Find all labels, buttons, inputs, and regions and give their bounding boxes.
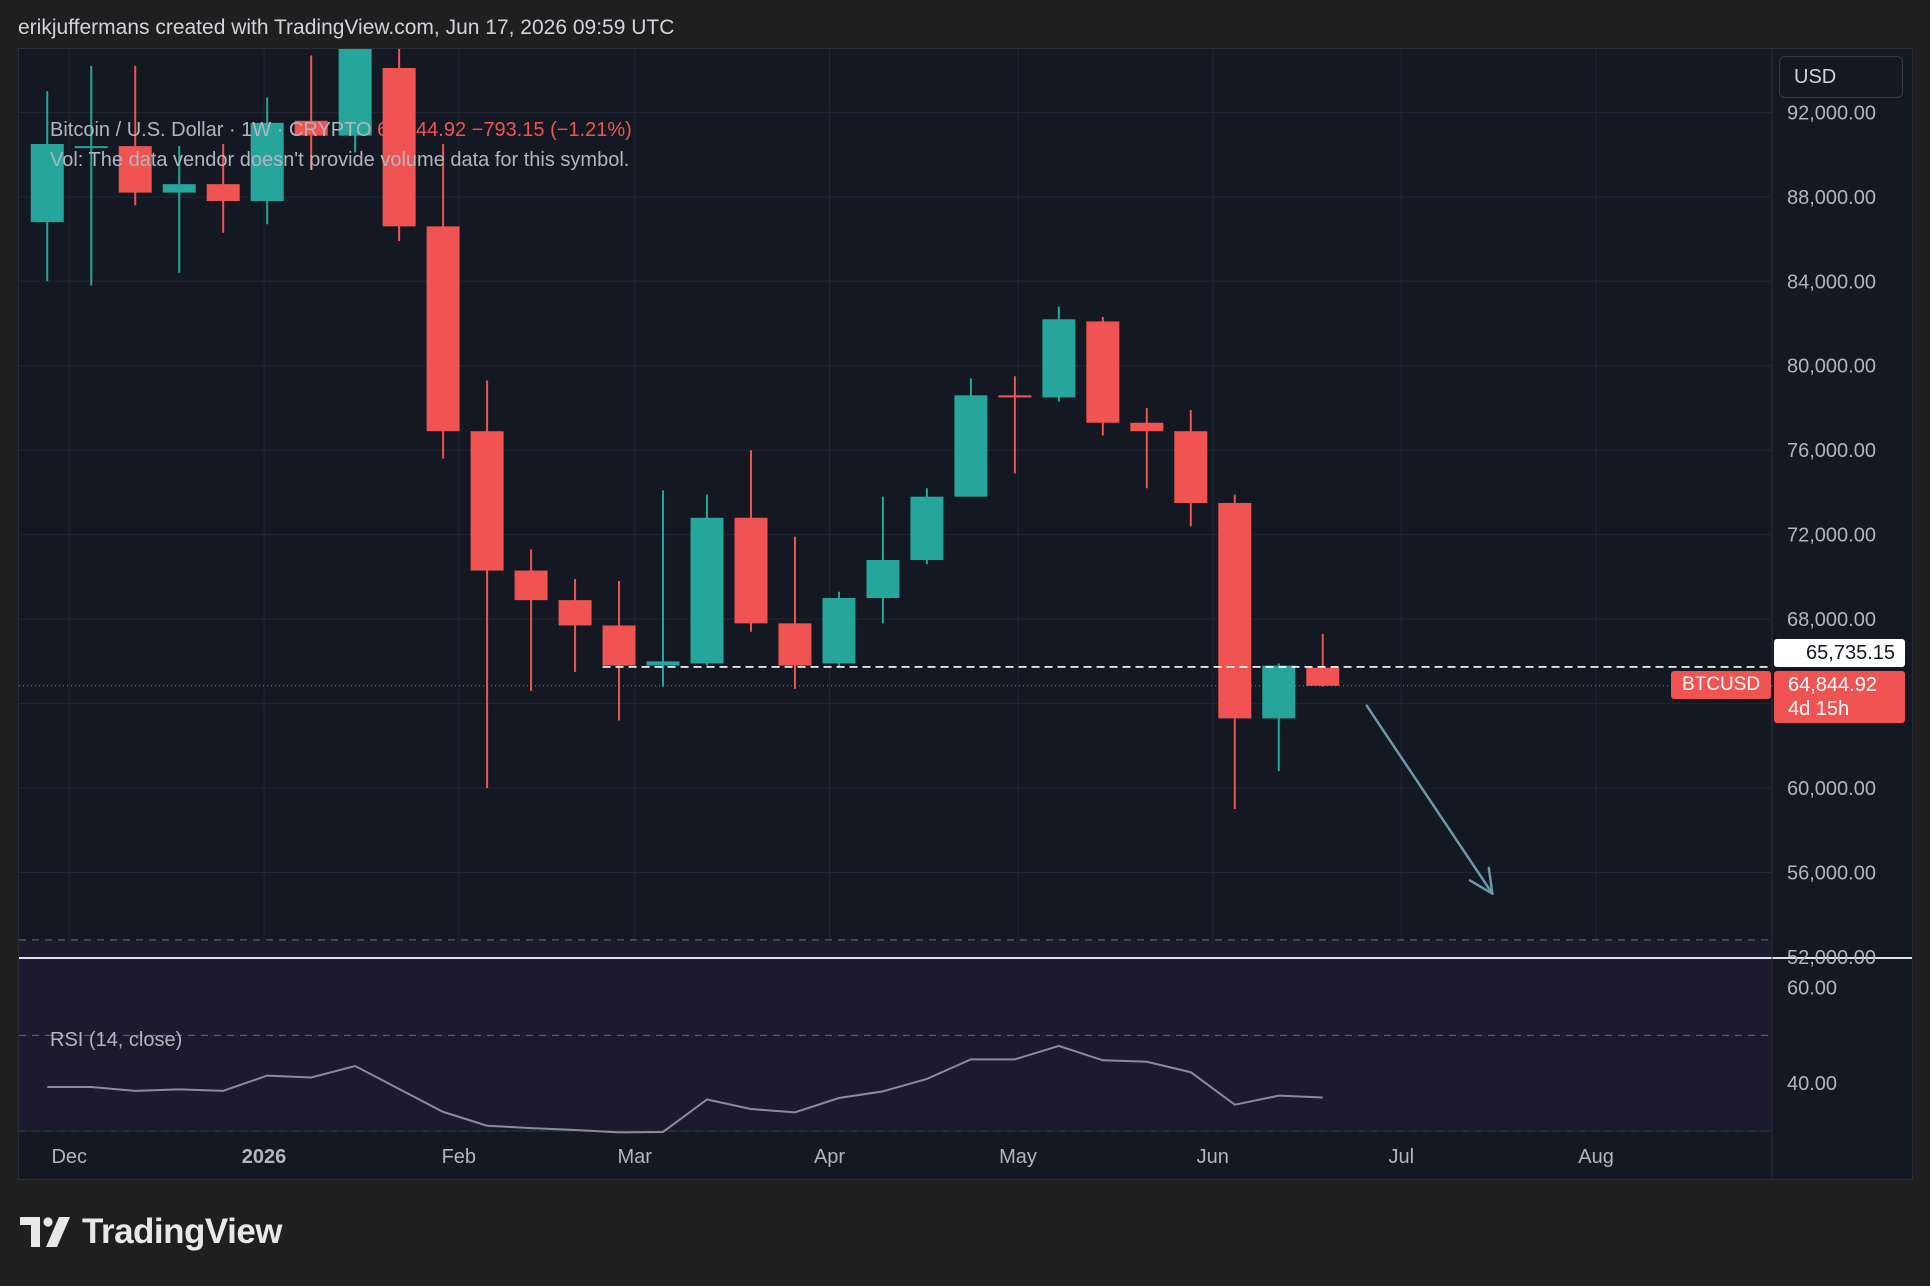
candle-body-down [734,517,768,624]
candle-body-down [206,184,240,202]
level-price-tag: 65,735.15 [1774,639,1905,667]
time-axis-label: Feb [442,1146,476,1168]
candle-body-up [1042,319,1076,398]
legend-price: 64,844.92 [377,119,467,141]
candle-body-up [822,598,856,664]
chart-canvas[interactable]: 92,000.00 88,000.00 84,000.00 80,000.00 76,0… [19,49,1912,1179]
time-axis-label: Apr [814,1146,845,1168]
time-axis-label: Aug [1578,1146,1614,1168]
price-axis-label: 76,000.00 [1787,440,1876,462]
price-axis-label: 60,000.00 [1787,778,1876,800]
legend-volume-note: Vol: The data vendor doesn't provide vol… [50,149,630,171]
trend-arrow-head [1468,866,1494,895]
symbol-price-tag: BTCUSD [1671,671,1771,699]
rsi-line [47,1044,1323,1134]
candle-body-up [866,560,900,599]
candle-body-up [1262,665,1296,719]
candle-body-down [1086,321,1120,423]
time-axis-label: Mar [618,1146,653,1168]
chart-frame[interactable]: 92,000.00 88,000.00 84,000.00 80,000.00 76,0… [18,48,1913,1180]
rsi-indicator-label[interactable]: RSI (14, close) [50,1029,183,1051]
chart-caption: erikjuffermans created with TradingView.… [18,16,675,39]
price-axis-label: 88,000.00 [1787,187,1876,209]
time-axis-label: Jun [1197,1146,1229,1168]
tradingview-brand-text: TradingView [82,1212,283,1251]
time-axis-label: Dec [51,1146,87,1168]
legend-symbol: Bitcoin / U.S. Dollar · 1W · CRYPTO [50,119,372,141]
candles [30,49,1340,810]
candle-body-up [74,146,108,149]
candle-body-down [778,623,812,666]
currency-selector[interactable]: USD [1779,56,1903,98]
candle-body-down [1218,503,1252,719]
bar-countdown: 4d 15h [1788,698,1850,720]
rsi-axis-label: 60.00 [1787,978,1837,1000]
candle-body-down [1130,422,1164,432]
legend-change: −793.15 (−1.21%) [471,119,632,141]
rsi-axis-label: 40.00 [1787,1073,1837,1095]
candle-body-down [426,226,460,432]
price-axis-label: 80,000.00 [1787,356,1876,378]
last-price-tag: 64,844.92 4d 15h [1774,671,1905,723]
candle-body-up [690,517,724,664]
price-axis-label: 68,000.00 [1787,609,1876,631]
price-axis-label: 72,000.00 [1787,525,1876,547]
candle-body-down [558,600,592,626]
candle-body-down [118,146,152,193]
candle-body-down [514,570,548,601]
tradingview-logo-icon [20,1217,70,1247]
candle-body-up [954,395,988,497]
candle-body-down [998,395,1032,398]
candle-body-down [1174,431,1208,503]
time-axis-label: May [999,1146,1037,1168]
candle-body-up [250,122,284,202]
candle-body-up [910,496,944,561]
candle-body-down [602,625,636,666]
candle-body-down [1306,667,1340,686]
candle-body-up [162,184,196,193]
candle-body-up [646,661,680,666]
price-axis-label: 92,000.00 [1787,102,1876,124]
candle-body-down [382,68,416,227]
candle-body-down [294,120,328,136]
time-axis-label: 2026 [242,1146,287,1168]
price-axis-label: 52,000.00 [1787,947,1876,969]
time-axis-label: Jul [1389,1146,1415,1168]
candle-body-up [30,144,64,223]
chart-legend: Bitcoin / U.S. Dollar · 1W · CRYPTO 64,8… [50,115,632,175]
candle-body-down [470,431,504,571]
price-axis-label: 56,000.00 [1787,863,1876,885]
last-price-value: 64,844.92 [1788,674,1877,696]
trend-arrow-shaft [1365,704,1494,895]
candle-body-up [338,49,372,136]
price-axis-label: 84,000.00 [1787,271,1876,293]
tradingview-brand[interactable]: TradingView [20,1212,283,1252]
